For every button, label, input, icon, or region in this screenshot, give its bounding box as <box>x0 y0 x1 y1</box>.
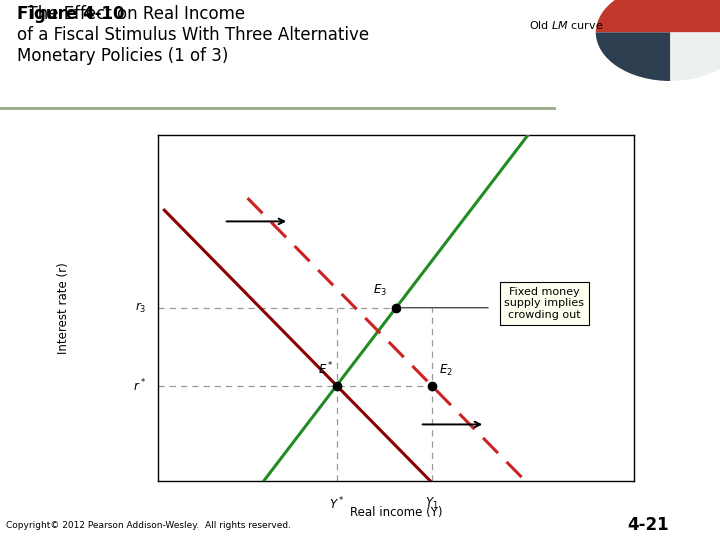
Text: $Y^*$: $Y^*$ <box>329 496 344 512</box>
Text: $r^*$: $r^*$ <box>133 377 147 394</box>
Wedge shape <box>670 32 720 81</box>
Text: Figure 4-10: Figure 4-10 <box>17 5 124 23</box>
Wedge shape <box>596 32 670 81</box>
Wedge shape <box>596 0 720 32</box>
Text: $E_3$: $E_3$ <box>373 283 387 298</box>
Text: Old $LM$ curve: Old $LM$ curve <box>529 19 604 31</box>
Text: 4-21: 4-21 <box>627 516 669 534</box>
Text: The Effect on Real Income
of a Fiscal Stimulus With Three Alternative
Monetary P: The Effect on Real Income of a Fiscal St… <box>17 5 369 65</box>
Text: $E_2$: $E_2$ <box>438 363 453 378</box>
Text: $E^*$: $E^*$ <box>318 361 333 378</box>
Text: Fixed money
supply implies
crowding out: Fixed money supply implies crowding out <box>505 287 585 320</box>
Text: Interest rate (r): Interest rate (r) <box>57 262 70 354</box>
Text: $Y_1$: $Y_1$ <box>425 496 438 511</box>
Text: Copyright© 2012 Pearson Addison-Wesley.  All rights reserved.: Copyright© 2012 Pearson Addison-Wesley. … <box>6 521 291 530</box>
X-axis label: Real income (Y): Real income (Y) <box>350 505 442 518</box>
Text: $r_3$: $r_3$ <box>135 301 147 315</box>
